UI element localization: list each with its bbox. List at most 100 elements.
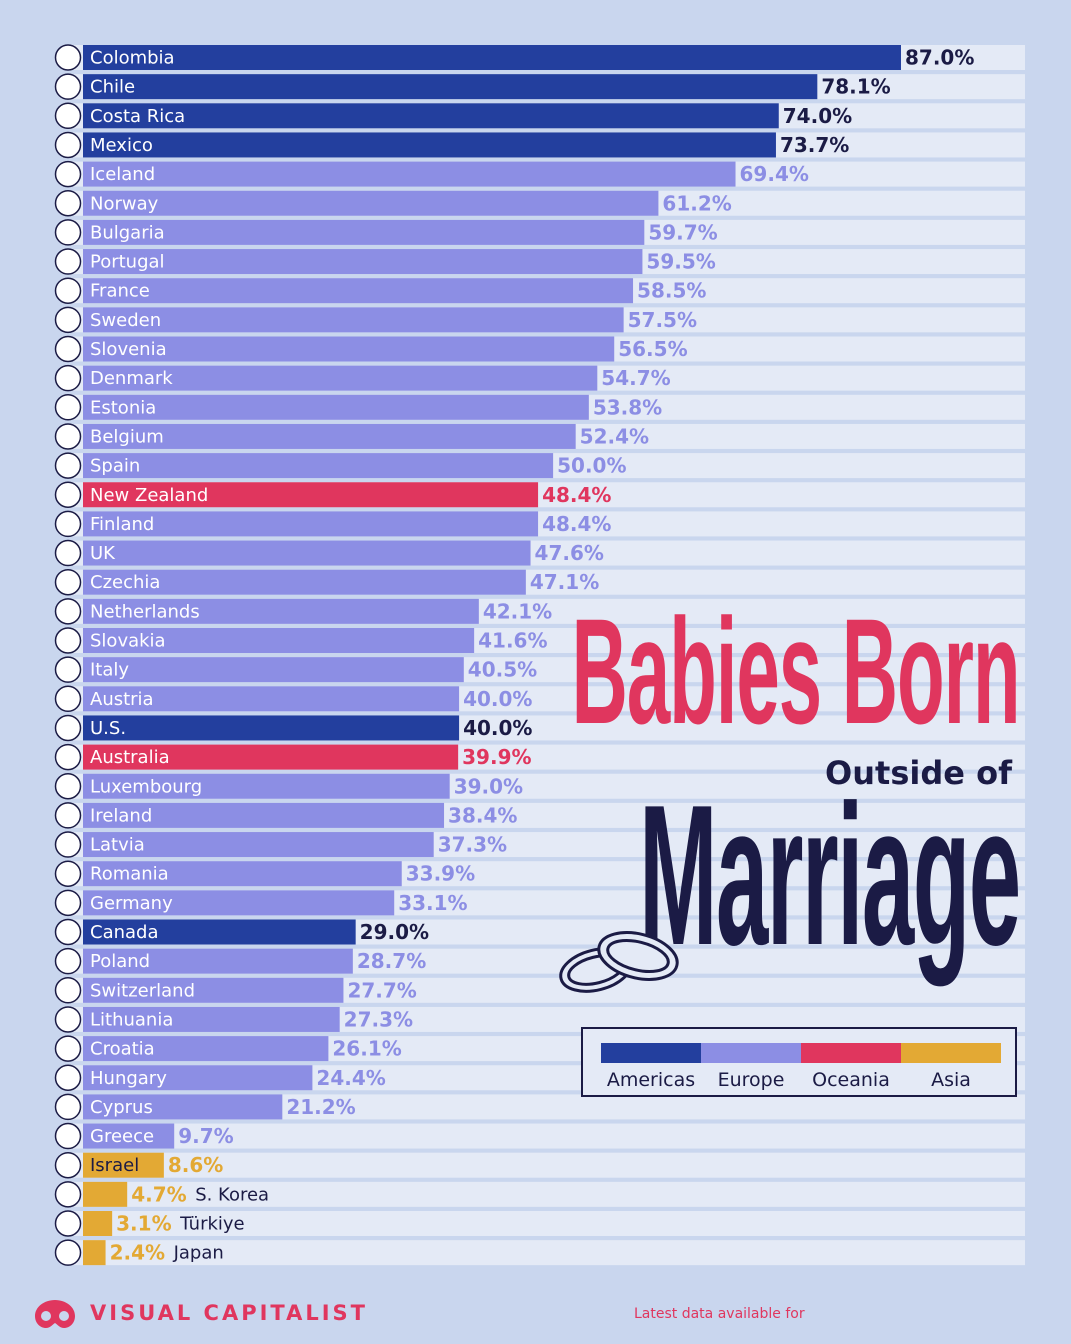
bar-value-label: 47.6% xyxy=(535,541,604,565)
bar-value-label: 39.9% xyxy=(462,745,531,769)
bar xyxy=(83,598,479,624)
row-track xyxy=(62,1240,1025,1266)
bar-value-label: 58.5% xyxy=(637,279,706,303)
country-flag-icon xyxy=(54,248,82,275)
bar xyxy=(83,832,434,858)
bar-value-label: 56.5% xyxy=(618,337,687,361)
bar-category-label: Estonia xyxy=(90,397,156,418)
country-flag-icon xyxy=(54,743,82,771)
legend-label: Asia xyxy=(931,1069,971,1091)
bar xyxy=(83,423,576,449)
bar xyxy=(83,628,475,653)
bar xyxy=(83,365,598,391)
country-flag-icon xyxy=(54,1006,82,1033)
country-flag-icon xyxy=(54,423,82,450)
country-flag-icon xyxy=(54,481,82,508)
country-flag-icon xyxy=(54,306,82,334)
bar-value-label: 50.0% xyxy=(557,454,626,478)
bar-category-label: Finland xyxy=(90,514,154,535)
country-flag-icon xyxy=(54,598,82,625)
bar-value-label: 26.1% xyxy=(332,1037,401,1061)
country-flag-icon xyxy=(54,977,82,1004)
bar-value-label: 8.6% xyxy=(168,1153,223,1177)
bar-value-label: 33.1% xyxy=(398,891,467,915)
bar xyxy=(83,657,464,683)
bar-category-label: S. Korea xyxy=(195,1184,269,1205)
country-flag-icon xyxy=(54,190,82,217)
footer-brand: VISUAL CAPITALIST xyxy=(90,1301,369,1325)
bar-category-label: Latvia xyxy=(90,835,145,856)
country-flag-icon xyxy=(54,102,82,130)
legend-label: Americas xyxy=(606,1069,696,1091)
legend-item-oceania: Oceania xyxy=(801,1043,901,1091)
bar-category-label: Poland xyxy=(90,951,150,972)
country-flag-icon xyxy=(54,831,82,858)
bar-value-label: 69.4% xyxy=(740,162,809,186)
bar-category-label: UK xyxy=(90,543,116,564)
country-flag-icon xyxy=(54,889,82,917)
bar-value-label: 74.0% xyxy=(783,104,852,128)
bar-category-label: Norway xyxy=(90,193,159,214)
country-flag-icon xyxy=(54,1210,82,1237)
country-flag-icon xyxy=(54,1239,82,1266)
chart-subtitle: Outside of xyxy=(825,754,1012,792)
bar-value-label: 57.5% xyxy=(628,308,697,332)
bar-category-label: Belgium xyxy=(90,426,164,447)
bar-category-label: Switzerland xyxy=(90,980,195,1001)
bar-category-label: Mexico xyxy=(90,135,153,156)
bar-category-label: Canada xyxy=(90,922,159,943)
country-flag-icon xyxy=(54,44,82,71)
bar xyxy=(83,190,659,216)
country-flag-icon xyxy=(54,1035,82,1062)
country-flag-icon xyxy=(54,160,82,188)
bar-category-label: Austria xyxy=(90,689,154,710)
bar-value-label: 33.9% xyxy=(406,862,475,886)
bar-category-label: Lithuania xyxy=(90,1009,173,1030)
bar-value-label: 24.4% xyxy=(316,1066,385,1090)
wedding-rings-icon xyxy=(559,931,679,993)
legend-label: Europe xyxy=(717,1069,785,1091)
bar-value-label: 29.0% xyxy=(360,920,429,944)
footer-note: Latest data available for xyxy=(634,1306,805,1322)
bar-value-label: 2.4% xyxy=(110,1241,165,1265)
bar xyxy=(83,103,779,129)
country-flag-icon xyxy=(54,73,82,100)
country-flag-icon xyxy=(54,277,82,304)
bar-category-label: Israel xyxy=(90,1155,139,1176)
bar-value-label: 27.7% xyxy=(347,978,416,1002)
bar xyxy=(83,394,589,420)
bar-category-label: Chile xyxy=(90,77,135,98)
bar-category-label: Romania xyxy=(90,864,169,885)
bar-category-label: Sweden xyxy=(90,310,161,331)
bar-value-label: 38.4% xyxy=(448,803,517,827)
bar xyxy=(83,219,645,245)
bar xyxy=(83,1036,329,1062)
bar-value-label: 53.8% xyxy=(593,395,662,419)
country-flag-icon xyxy=(54,802,82,829)
bar xyxy=(83,1123,175,1149)
visual-capitalist-logo-icon xyxy=(35,1300,75,1328)
bar xyxy=(83,453,554,479)
legend-swatch xyxy=(601,1043,701,1063)
country-flag-icon xyxy=(54,947,82,975)
bar-value-label: 40.5% xyxy=(468,658,537,682)
bar-category-label: Australia xyxy=(90,747,170,768)
chart-title-highlight: Marriage xyxy=(639,764,1021,987)
country-flag-icon xyxy=(54,1093,82,1121)
bar-category-label: Cyprus xyxy=(90,1097,153,1118)
bar xyxy=(83,482,539,508)
bar xyxy=(83,890,395,916)
bar xyxy=(83,569,526,595)
country-flag-icon xyxy=(54,539,82,567)
legend-swatch xyxy=(801,1043,901,1063)
country-flag-icon xyxy=(54,685,82,713)
legend-item-americas: Americas xyxy=(601,1043,701,1091)
bar xyxy=(83,802,445,828)
bar xyxy=(83,977,344,1003)
bar-category-label: Bulgaria xyxy=(90,222,165,243)
bar xyxy=(83,132,776,158)
bar xyxy=(83,161,736,187)
bar xyxy=(83,1240,106,1266)
legend-swatch xyxy=(701,1043,801,1063)
bar-value-label: 37.3% xyxy=(438,833,507,857)
